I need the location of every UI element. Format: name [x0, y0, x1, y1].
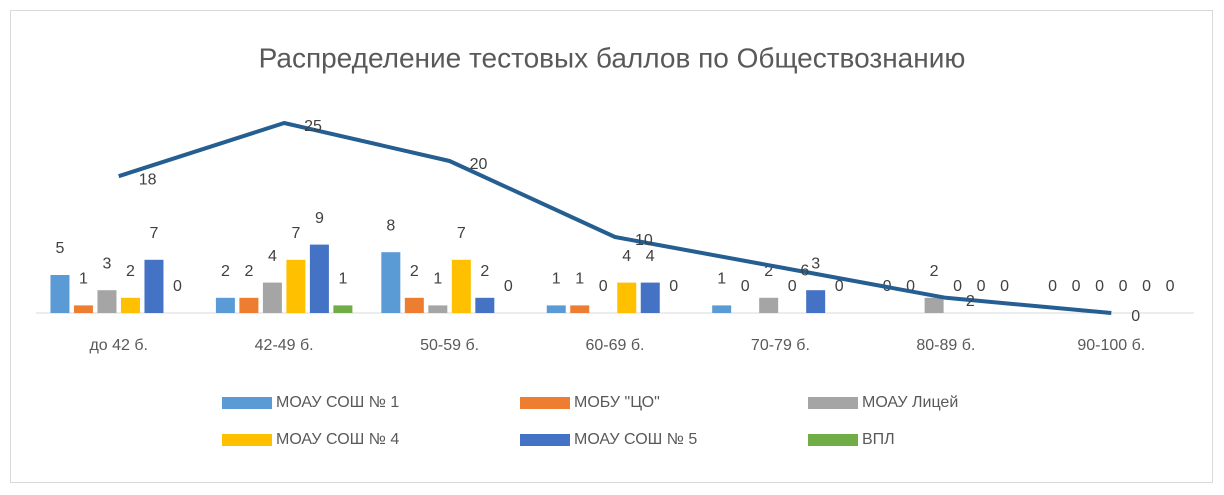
- data-label: 0: [1095, 278, 1104, 295]
- x-tick-label: 90-100 б.: [1077, 337, 1145, 354]
- data-label: 0: [599, 278, 608, 295]
- data-label: 1: [552, 271, 561, 288]
- line-label: 10: [635, 232, 653, 249]
- data-label: 2: [764, 263, 773, 280]
- line-label: 6: [800, 263, 809, 280]
- data-label: 0: [977, 278, 986, 295]
- x-tick-label: 80-89 б.: [916, 337, 975, 354]
- data-label: 7: [150, 225, 159, 242]
- bar: [428, 305, 448, 313]
- data-label: 0: [173, 278, 182, 295]
- bar: [239, 297, 259, 313]
- data-label: 2: [126, 263, 135, 280]
- bar: [546, 305, 566, 313]
- data-label: 8: [386, 217, 395, 234]
- data-label: 1: [433, 271, 442, 288]
- legend-label: МОБУ "ЦО": [574, 394, 660, 411]
- bar: [570, 305, 590, 313]
- legend-swatch: [222, 397, 272, 409]
- data-label: 0: [741, 278, 750, 295]
- data-label: 0: [1048, 278, 1057, 295]
- data-label: 0: [788, 278, 797, 295]
- data-label: 2: [930, 263, 939, 280]
- bar: [215, 297, 235, 313]
- bar: [475, 297, 495, 313]
- legend-label: МОАУ СОШ № 5: [574, 431, 697, 448]
- data-label: 9: [315, 210, 324, 227]
- bar: [286, 259, 306, 313]
- legend-label: МОАУ СОШ № 4: [276, 431, 399, 448]
- bar: [806, 290, 826, 313]
- data-label: 0: [1072, 278, 1081, 295]
- x-tick-label: 60-69 б.: [586, 337, 645, 354]
- line: [118, 121, 1112, 315]
- data-label: 0: [669, 278, 678, 295]
- bar: [404, 297, 424, 313]
- legend-label: МОАУ СОШ № 1: [276, 394, 399, 411]
- data-label: 0: [1119, 278, 1128, 295]
- data-label: 2: [221, 263, 230, 280]
- chart-frame: [10, 10, 1213, 483]
- bar: [144, 259, 164, 313]
- data-label: 1: [575, 271, 584, 288]
- chart-title: Распределение тестовых баллов по Обществ…: [259, 42, 966, 73]
- data-label: 2: [244, 263, 253, 280]
- x-tick-label: до 42 б.: [89, 337, 148, 354]
- bar: [262, 282, 282, 313]
- data-label: 0: [835, 278, 844, 295]
- legend-swatch: [808, 434, 858, 446]
- data-label: 1: [338, 271, 347, 288]
- data-label: 0: [504, 278, 513, 295]
- data-label: 0: [1000, 278, 1009, 295]
- bar: [451, 259, 471, 313]
- data-label: 7: [457, 225, 466, 242]
- x-tick-label: 70-79 б.: [751, 337, 810, 354]
- bar: [73, 305, 93, 313]
- data-label: 2: [410, 263, 419, 280]
- legend-label: МОАУ Лицей: [862, 394, 958, 411]
- bar: [381, 252, 401, 313]
- line-label: 0: [1131, 308, 1140, 325]
- data-label: 7: [291, 225, 300, 242]
- x-tick-label: 50-59 б.: [420, 337, 479, 354]
- legend-swatch: [808, 397, 858, 409]
- bar: [120, 297, 140, 313]
- data-label: 4: [268, 248, 277, 265]
- bar: [97, 290, 117, 313]
- bar: [759, 297, 779, 313]
- legend-label: ВПЛ: [862, 431, 895, 448]
- legend-swatch: [222, 434, 272, 446]
- line-label: 20: [470, 156, 488, 173]
- data-label: 3: [103, 255, 112, 272]
- data-label: 0: [1142, 278, 1151, 295]
- data-label: 0: [906, 278, 915, 295]
- data-label: 1: [717, 271, 726, 288]
- line-label: 18: [139, 171, 157, 188]
- bar: [640, 282, 660, 313]
- bar: [309, 244, 329, 313]
- data-label: 4: [622, 248, 631, 265]
- data-label: 3: [811, 255, 820, 272]
- bar: [924, 297, 944, 313]
- legend-swatch: [520, 397, 570, 409]
- bar: [617, 282, 637, 313]
- x-tick-label: 42-49 б.: [255, 337, 314, 354]
- data-label: 4: [646, 248, 655, 265]
- bar: [712, 305, 732, 313]
- line-label: 25: [304, 118, 322, 135]
- bar: [50, 275, 70, 313]
- data-label: 5: [56, 240, 65, 257]
- bar: [333, 305, 353, 313]
- data-label: 2: [480, 263, 489, 280]
- data-label: 1: [79, 271, 88, 288]
- data-label: 0: [1166, 278, 1175, 295]
- data-label: 0: [953, 278, 962, 295]
- legend-swatch: [520, 434, 570, 446]
- line-label: 2: [966, 293, 975, 310]
